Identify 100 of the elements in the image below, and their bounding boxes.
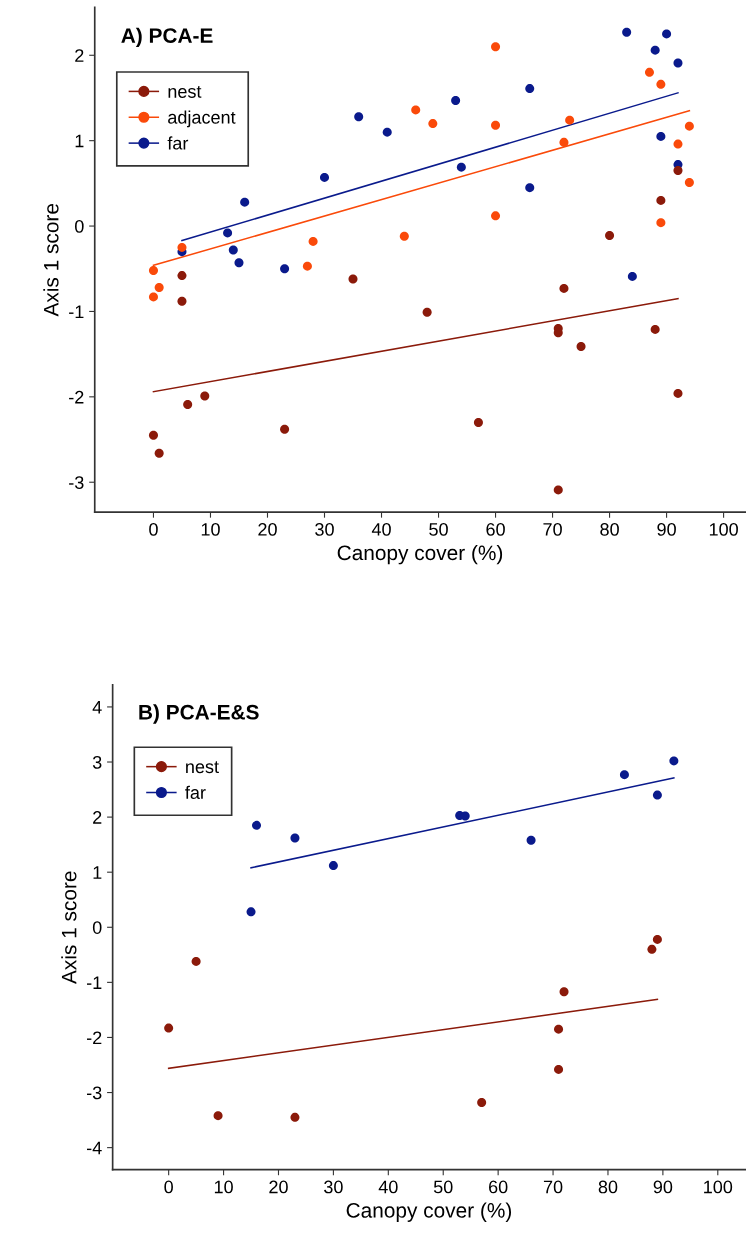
point <box>669 756 679 766</box>
y-tick-label: 0 <box>92 921 102 934</box>
y-axis-title: Axis 1 score <box>43 203 59 317</box>
x-tick-label: 50 <box>429 523 448 536</box>
point <box>652 934 662 944</box>
x-tick-label: 30 <box>315 523 334 536</box>
point <box>213 1111 223 1121</box>
point <box>559 137 569 147</box>
point <box>491 120 501 130</box>
point <box>647 944 657 954</box>
point <box>154 283 164 293</box>
point <box>662 29 672 39</box>
y-tick-label: -1 <box>69 305 84 318</box>
x-tick-label: 90 <box>657 523 676 536</box>
point <box>565 115 575 125</box>
y-tick-label: 2 <box>93 811 102 824</box>
point <box>399 231 409 241</box>
y-axis-title: Axis 1 score <box>61 871 77 984</box>
y-tick-label: -3 <box>69 476 84 489</box>
point <box>234 258 244 268</box>
point <box>290 1112 300 1122</box>
point <box>164 1023 174 1033</box>
point <box>656 218 666 228</box>
x-tick-label: 40 <box>378 1180 398 1194</box>
point <box>328 861 338 871</box>
point <box>644 67 654 77</box>
point <box>302 261 312 271</box>
point <box>348 274 358 284</box>
point <box>240 197 250 207</box>
point <box>673 139 683 149</box>
point <box>656 131 666 141</box>
legend-label: nest <box>168 86 202 98</box>
x-tick-label: 60 <box>486 523 505 536</box>
x-tick-label: 50 <box>433 1180 453 1194</box>
point <box>553 485 563 495</box>
point <box>246 907 256 917</box>
y-tick-label: -4 <box>86 1141 102 1155</box>
point <box>411 105 421 115</box>
point <box>684 178 694 188</box>
x-tick-label: 40 <box>371 523 391 536</box>
point <box>650 324 660 334</box>
y-tick-label: 1 <box>93 866 102 879</box>
point <box>619 770 629 780</box>
point <box>320 172 329 182</box>
point <box>576 341 586 351</box>
point <box>656 195 666 205</box>
point <box>491 211 501 221</box>
point <box>673 166 683 176</box>
point <box>525 183 535 193</box>
x-tick-label: 100 <box>704 1180 733 1194</box>
point <box>656 79 666 89</box>
point <box>148 292 158 302</box>
point <box>177 242 187 252</box>
point <box>605 230 615 240</box>
x-tick-label: 70 <box>543 1180 563 1194</box>
point <box>223 228 233 238</box>
y-tick-label: 3 <box>92 755 102 769</box>
x-tick-label: 10 <box>214 1180 233 1194</box>
point <box>290 833 300 843</box>
y-tick-label: 0 <box>74 219 84 233</box>
point <box>525 84 535 94</box>
point <box>252 820 262 830</box>
point <box>477 1097 487 1107</box>
point <box>673 58 683 68</box>
point <box>280 424 290 434</box>
point <box>456 162 466 172</box>
y-tick-label: -3 <box>86 1086 102 1100</box>
point <box>684 121 694 131</box>
point <box>177 271 187 281</box>
point <box>491 42 501 52</box>
x-axis-title: Canopy cover (%) <box>346 1202 512 1222</box>
x-axis-title: Canopy cover (%) <box>337 544 503 565</box>
x-tick-label: 80 <box>598 1180 618 1194</box>
point <box>627 271 637 281</box>
y-tick-label: -2 <box>69 390 84 404</box>
point <box>559 987 569 997</box>
x-tick-label: 0 <box>149 523 158 536</box>
x-tick-label: 0 <box>164 1180 173 1194</box>
point <box>554 1064 564 1074</box>
point <box>280 264 290 274</box>
point <box>428 119 438 129</box>
legend-label: far <box>167 136 189 150</box>
x-tick-label: 70 <box>543 523 562 536</box>
point <box>526 835 536 845</box>
point <box>183 400 193 410</box>
text: B) PCA-E&S <box>139 704 259 724</box>
point <box>622 27 632 37</box>
y-tick-label: -1 <box>86 976 102 989</box>
point <box>473 417 483 427</box>
x-tick-label: 60 <box>489 1180 508 1194</box>
point <box>673 388 683 398</box>
point <box>177 296 187 306</box>
x-tick-label: 90 <box>653 1180 673 1194</box>
x-tick-label: 20 <box>258 523 277 536</box>
point <box>200 391 210 401</box>
x-tick-label: 20 <box>269 1180 288 1194</box>
y-tick-label: 4 <box>92 701 102 714</box>
legend-label: nest <box>186 761 219 774</box>
point <box>422 307 432 317</box>
point <box>354 112 364 122</box>
